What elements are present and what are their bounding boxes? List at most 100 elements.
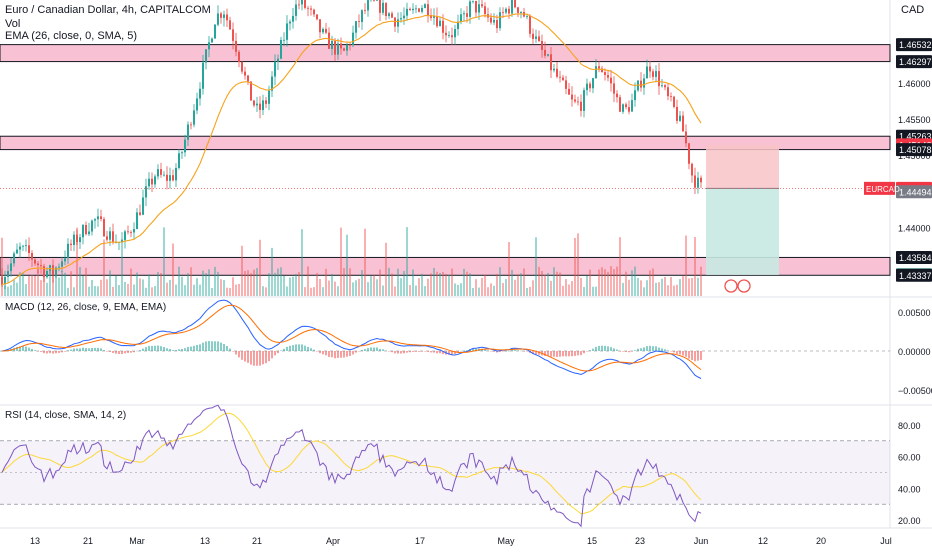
volume-bar xyxy=(94,286,96,296)
macd-histogram-bar xyxy=(148,346,150,351)
volume-bar xyxy=(16,283,18,296)
macd-histogram-bar xyxy=(427,351,429,352)
candle-body xyxy=(454,29,456,37)
macd-histogram-bar xyxy=(307,347,309,351)
macd-histogram-bar xyxy=(691,351,693,360)
volume-bar xyxy=(598,270,600,296)
candle-body xyxy=(673,97,675,107)
volume-bar xyxy=(670,277,672,296)
price-marker-label: 1.45078 xyxy=(899,145,932,155)
volume-bar xyxy=(424,286,426,296)
volume-bar xyxy=(493,286,495,296)
macd-histogram-bar xyxy=(277,351,279,353)
symbol-title[interactable]: Euro / Canadian Dollar, 4h, CAPITALCOM xyxy=(5,4,211,16)
candle-body xyxy=(34,260,36,264)
volume-bar xyxy=(82,276,84,296)
volume-bar xyxy=(427,279,429,296)
macd-histogram-bar xyxy=(223,344,225,351)
candle-body xyxy=(127,231,129,232)
macd-histogram-bar xyxy=(283,349,285,351)
candle-body xyxy=(166,175,168,181)
volume-bar xyxy=(358,279,360,296)
volume-bar xyxy=(655,283,657,296)
macd-histogram-bar xyxy=(247,351,249,363)
candle-body xyxy=(649,67,651,72)
volume-bar xyxy=(439,273,441,296)
volume-bar xyxy=(469,273,471,296)
macd-histogram-bar xyxy=(61,351,63,352)
candle-body xyxy=(652,71,654,77)
volume-bar xyxy=(388,268,390,296)
macd-histogram-bar xyxy=(280,350,282,351)
volume-bar xyxy=(367,282,369,296)
macd-histogram-bar xyxy=(94,348,96,351)
macd-histogram-bar xyxy=(109,351,111,352)
macd-histogram-bar xyxy=(181,349,183,351)
candle-body xyxy=(259,104,261,110)
rsi-tick-label: 20.00 xyxy=(898,516,921,526)
volume-bar xyxy=(73,287,75,296)
volume-bar xyxy=(202,271,204,296)
volume-bar xyxy=(586,276,588,296)
volume-bar xyxy=(226,288,228,296)
volume-bar xyxy=(121,239,123,296)
candle-body xyxy=(181,152,183,153)
candle-body xyxy=(409,9,411,10)
candle-body xyxy=(556,69,558,77)
volume-bar xyxy=(238,284,240,296)
volume-bar xyxy=(625,272,627,296)
macd-histogram-bar xyxy=(337,351,339,358)
macd-histogram-bar xyxy=(637,349,639,351)
candle-body xyxy=(157,169,159,176)
macd-histogram-bar xyxy=(652,346,654,351)
macd-histogram-bar xyxy=(700,351,702,360)
time-tick-label: Jul xyxy=(880,536,892,546)
candle-body xyxy=(25,245,27,246)
macd-histogram-bar xyxy=(271,351,273,358)
ema-indicator-label[interactable]: EMA (26, close, 0, SMA, 5) xyxy=(5,30,137,42)
volume-bar xyxy=(478,288,480,296)
macd-histogram-bar xyxy=(682,351,684,356)
volume-bar xyxy=(253,270,255,296)
macd-pane-label[interactable]: MACD (12, 26, close, 9, EMA, EMA) xyxy=(5,302,166,313)
candle-body xyxy=(226,15,228,21)
macd-histogram-bar xyxy=(166,348,168,351)
volume-bar xyxy=(340,228,342,296)
candle-body xyxy=(403,16,405,18)
volume-bar xyxy=(652,268,654,296)
price-tick-label: 1.45500 xyxy=(898,115,931,125)
macd-histogram-bar xyxy=(43,351,45,353)
volume-bar xyxy=(22,273,24,296)
volume-bar xyxy=(235,285,237,296)
volume-bar xyxy=(175,285,177,296)
macd-histogram-bar xyxy=(463,351,465,352)
candle-body xyxy=(460,14,462,21)
candle-body xyxy=(169,175,171,181)
candle-body xyxy=(640,81,642,88)
macd-histogram-bar xyxy=(265,351,267,363)
signal-line xyxy=(2,305,701,371)
macd-tick-label: −0.00500 xyxy=(898,386,932,396)
volume-bar xyxy=(565,279,567,296)
candle-body xyxy=(340,44,342,49)
volume-bar xyxy=(349,268,351,296)
volume-bar xyxy=(541,271,543,296)
candle-body xyxy=(619,97,621,112)
candle-body xyxy=(697,178,699,188)
rsi-pane-label[interactable]: RSI (14, close, SMA, 14, 2) xyxy=(5,410,126,421)
volume-bar xyxy=(526,288,528,296)
volume-bar xyxy=(274,273,276,296)
volume-bar xyxy=(463,269,465,296)
candle-body xyxy=(466,13,468,17)
candle-body xyxy=(7,271,9,277)
currency-label: CAD xyxy=(901,4,924,16)
candle-body xyxy=(499,12,501,28)
volume-bar xyxy=(430,273,432,296)
volume-bar xyxy=(619,237,621,296)
macd-histogram-bar xyxy=(289,346,291,351)
volume-indicator-label[interactable]: Vol xyxy=(5,18,20,30)
volume-bar xyxy=(535,237,537,296)
macd-histogram-bar xyxy=(241,351,243,360)
